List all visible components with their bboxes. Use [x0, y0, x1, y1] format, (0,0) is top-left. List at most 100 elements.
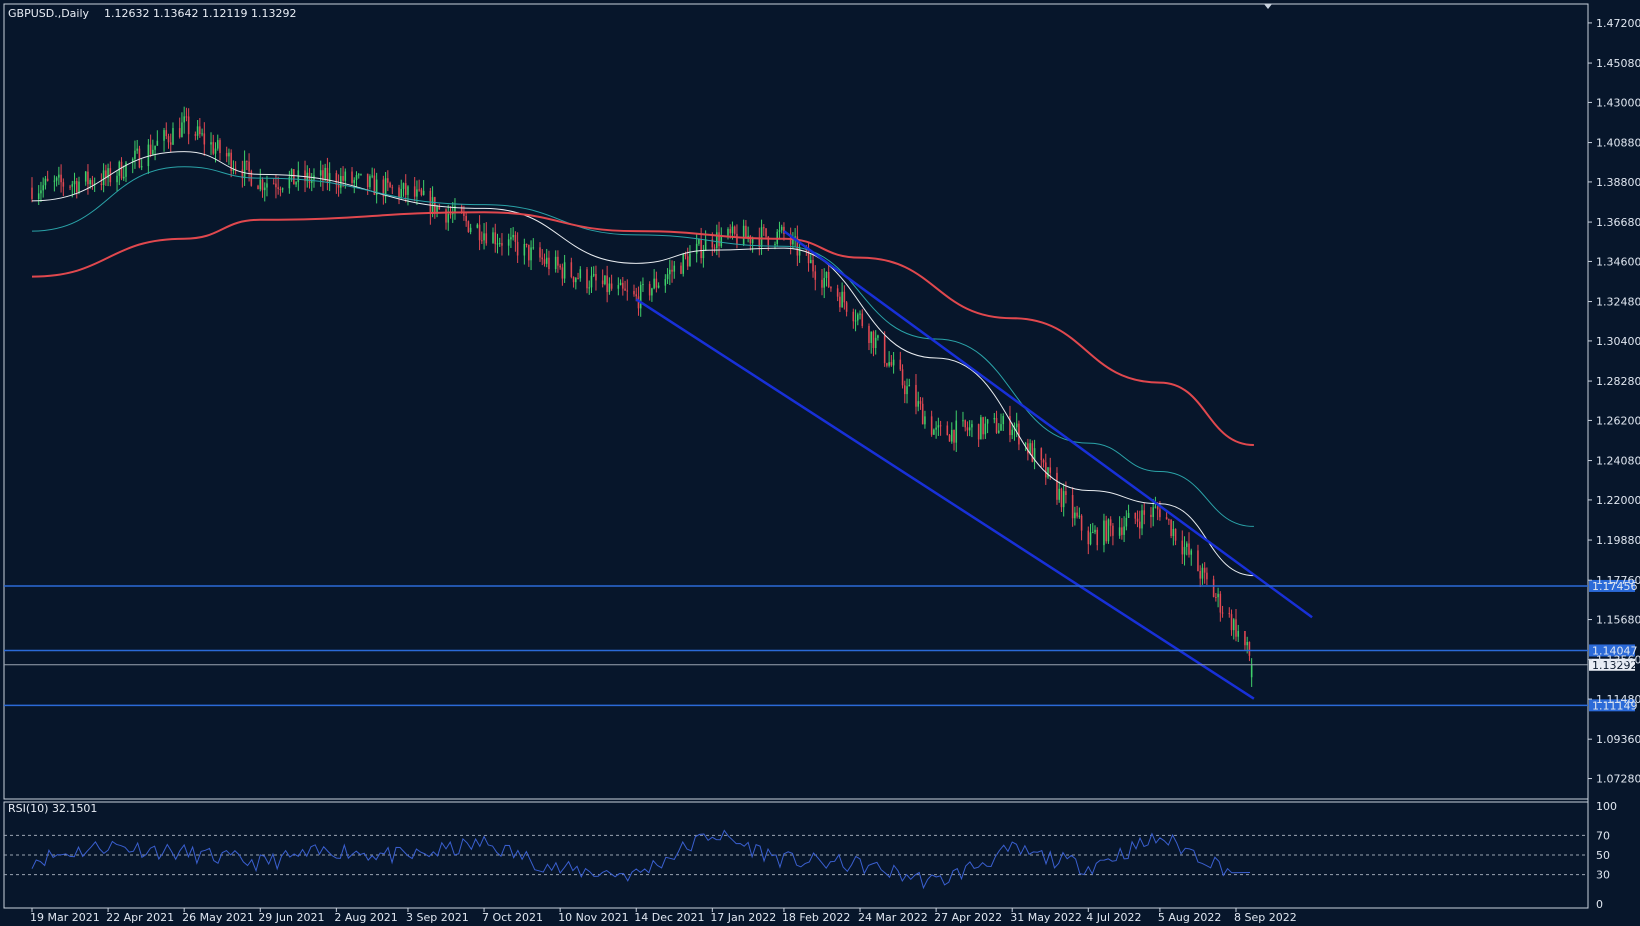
candle [933, 428, 935, 435]
candle [899, 351, 902, 372]
candle [702, 244, 705, 268]
price-tick-label: 1.38800 [1596, 176, 1640, 189]
candle [326, 157, 329, 191]
candle [293, 169, 295, 185]
candle [1197, 544, 1199, 572]
candle [1221, 605, 1224, 618]
candle [1094, 525, 1096, 535]
time-tick-label: 8 Sep 2022 [1234, 911, 1297, 924]
candle [592, 266, 595, 278]
candle [924, 410, 926, 429]
candle [42, 177, 44, 198]
candle [337, 174, 340, 197]
candle [1105, 515, 1107, 544]
ma-line-white[interactable] [31, 151, 1254, 577]
candle [901, 364, 904, 389]
rsi-axis[interactable]: 100 70 50 30 0 [1596, 800, 1617, 911]
ma-line-teal[interactable] [31, 166, 1254, 527]
channel-trendline[interactable] [783, 230, 1313, 619]
candle [917, 391, 919, 412]
candle [467, 220, 470, 233]
candle [610, 274, 613, 291]
candle [261, 177, 264, 198]
candle [608, 277, 611, 295]
candle [310, 173, 313, 192]
price-tick-label: 1.34600 [1596, 255, 1640, 268]
candle [1172, 520, 1175, 546]
candle [507, 233, 510, 256]
candle [31, 177, 33, 203]
candle [982, 416, 984, 440]
time-tick-label: 10 Nov 2021 [558, 911, 628, 924]
candle [1174, 528, 1177, 546]
ma-line-red[interactable] [31, 211, 1254, 447]
candle [87, 164, 89, 195]
candle [366, 173, 369, 195]
rsi-line[interactable] [31, 829, 1251, 890]
price-tick-label: 1.11480 [1596, 693, 1640, 706]
candle [780, 224, 783, 234]
candle [447, 204, 450, 231]
candle [966, 421, 969, 437]
candle [55, 176, 58, 187]
candle [492, 227, 494, 244]
candle [373, 168, 376, 196]
candle [997, 423, 1000, 434]
candle [604, 275, 606, 286]
candle [154, 145, 156, 161]
candle [1165, 511, 1168, 520]
candle [44, 175, 47, 190]
candle [825, 271, 828, 287]
candle [389, 181, 391, 188]
candle [107, 163, 109, 187]
candle [1121, 518, 1123, 540]
candle [122, 165, 125, 181]
candle [152, 139, 154, 156]
candle [579, 266, 582, 282]
candle [246, 160, 248, 171]
candle [747, 226, 749, 243]
candle [624, 280, 626, 291]
candle [1062, 483, 1065, 517]
candle [810, 253, 812, 264]
candle [635, 287, 638, 302]
candle [859, 310, 861, 320]
candle [445, 208, 447, 230]
moving-averages [31, 151, 1254, 577]
candle [877, 334, 879, 341]
candle [436, 204, 438, 218]
candle [465, 211, 467, 227]
candle [1199, 565, 1201, 588]
candle [494, 223, 497, 253]
price-tick-label: 1.43000 [1596, 96, 1640, 109]
level-tag [1589, 579, 1635, 592]
candle [483, 223, 485, 250]
candle [1188, 532, 1190, 558]
price-tick-label: 1.28280 [1596, 375, 1640, 388]
price-axis[interactable]: 1.47200 1.45080 1.43000 1.40880 1.38800 1.366… [1588, 17, 1640, 786]
shift-marker-icon[interactable] [1264, 4, 1272, 9]
candle [523, 238, 526, 265]
candle [548, 250, 550, 276]
candle [203, 122, 206, 156]
candle [915, 374, 917, 415]
candle [416, 180, 418, 205]
candle [872, 330, 875, 357]
candle [1183, 536, 1186, 566]
time-axis[interactable]: 19 Mar 2021 22 Apr 2021 26 May 2021 29 Jun … [30, 908, 1297, 924]
rsi-plot [4, 829, 1588, 890]
price-tick-label: 1.13560 [1596, 654, 1640, 667]
candle [758, 227, 761, 256]
candle [561, 263, 564, 286]
candle [1000, 413, 1002, 431]
candle [1071, 487, 1074, 527]
candle [617, 277, 620, 296]
candle [1060, 487, 1063, 512]
candle [689, 245, 691, 267]
candle [125, 161, 127, 183]
candle [1056, 467, 1058, 505]
rsi-tick-label: 0 [1596, 898, 1603, 911]
candle [695, 233, 698, 263]
channel-trendline[interactable] [635, 298, 1255, 700]
